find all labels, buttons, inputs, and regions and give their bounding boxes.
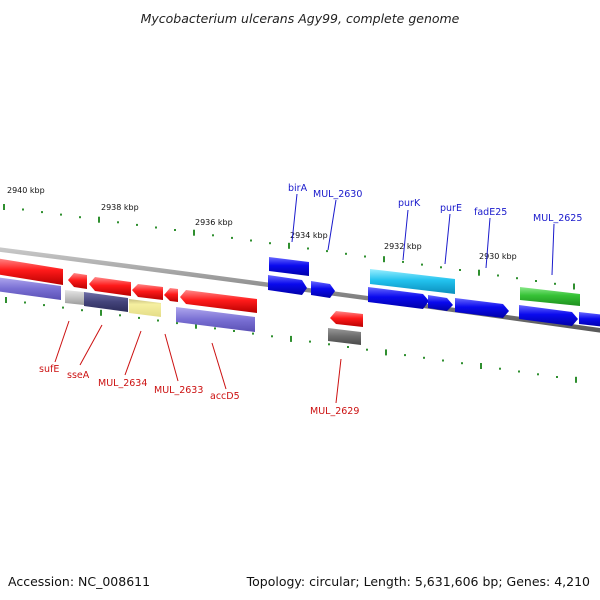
gene-rev-accD5[interactable] xyxy=(180,290,257,313)
reverse-genes xyxy=(0,258,363,345)
gene-label-fadE25[interactable]: fadE25 xyxy=(474,207,507,218)
gene-rev-left[interactable] xyxy=(0,258,63,285)
kbp-label-2934: 2934 kbp xyxy=(290,231,328,240)
gene-label-MUL_2633[interactable]: MUL_2633 xyxy=(154,385,203,396)
leader-MUL_2630 xyxy=(327,199,337,251)
gene-rev-sseA[interactable] xyxy=(68,273,87,289)
reverse-label-group: sufE sseA MUL_2634 MUL_2633 accD5 MUL_26… xyxy=(39,320,359,417)
gene-rev-mid-2[interactable] xyxy=(132,284,163,300)
gene-sufE[interactable] xyxy=(0,277,61,300)
gene-rev-mid-1[interactable] xyxy=(89,277,131,296)
gene-rev-mid-3[interactable] xyxy=(164,288,178,302)
gene-label-sseA[interactable]: sseA xyxy=(67,370,90,381)
gene-label-accD5[interactable]: accD5 xyxy=(210,391,240,402)
gene-label-MUL_2630[interactable]: MUL_2630 xyxy=(313,189,362,200)
gene-fwd-right-2[interactable] xyxy=(579,312,600,327)
gene-accD5[interactable] xyxy=(176,307,255,332)
kbp-label-2932: 2932 kbp xyxy=(384,242,422,251)
gene-purE[interactable] xyxy=(368,287,429,309)
forward-genes xyxy=(268,257,600,327)
gene-MUL_2629[interactable] xyxy=(328,328,361,345)
kbp-label-2940: 2940 kbp xyxy=(7,186,45,195)
gene-label-purE[interactable]: purE xyxy=(440,203,462,214)
gene-label-MUL_2634[interactable]: MUL_2634 xyxy=(98,378,147,389)
leader-MUL_2634 xyxy=(124,330,142,376)
leader-sseA xyxy=(79,324,103,366)
leader-purK xyxy=(402,209,409,261)
leader-birA xyxy=(291,193,298,243)
genome-summary-text: Topology: circular; Length: 5,631,606 bp… xyxy=(246,574,590,589)
gene-birA[interactable] xyxy=(269,257,309,276)
leader-accD5 xyxy=(211,342,227,390)
gene-fwd-purE-2[interactable] xyxy=(428,295,453,311)
gene-sseA[interactable] xyxy=(65,290,84,305)
gene-label-purK[interactable]: purK xyxy=(398,198,421,209)
gene-fwd-right-1[interactable] xyxy=(519,305,578,326)
gene-label-MUL_2625[interactable]: MUL_2625 xyxy=(533,213,582,224)
gene-purK[interactable] xyxy=(370,269,455,294)
accession-text: Accession: NC_008611 xyxy=(8,574,150,589)
outer-tick-track xyxy=(3,204,575,290)
gene-MUL_2633[interactable] xyxy=(129,299,161,317)
kbp-label-2938: 2938 kbp xyxy=(101,203,139,212)
gene-MUL_2630[interactable] xyxy=(268,275,307,295)
gene-MUL_2625[interactable] xyxy=(520,287,580,306)
gene-fadE25[interactable] xyxy=(455,298,509,318)
inner-tick-track xyxy=(5,297,577,383)
gene-label-birA[interactable]: birA xyxy=(288,183,308,194)
map-title: Mycobacterium ulcerans Agy99, complete g… xyxy=(141,11,460,26)
leader-MUL_2625 xyxy=(551,223,555,276)
leader-sufE xyxy=(54,320,70,363)
gene-fwd-small[interactable] xyxy=(311,281,335,298)
gene-label-sufE[interactable]: sufE xyxy=(39,364,59,375)
forward-label-group: birA MUL_2630 purK purE fadE25 MUL_2625 xyxy=(288,183,582,276)
gene-MUL_2634[interactable] xyxy=(84,292,128,312)
gene-label-MUL_2629[interactable]: MUL_2629 xyxy=(310,406,359,417)
kbp-label-2936: 2936 kbp xyxy=(195,218,233,227)
gene-rev-2629[interactable] xyxy=(330,311,363,327)
leader-fadE25 xyxy=(485,217,491,269)
leader-purE xyxy=(444,213,451,265)
kbp-label-2930: 2930 kbp xyxy=(479,252,517,261)
leader-MUL_2633 xyxy=(164,333,179,382)
leader-MUL_2629 xyxy=(335,358,342,404)
